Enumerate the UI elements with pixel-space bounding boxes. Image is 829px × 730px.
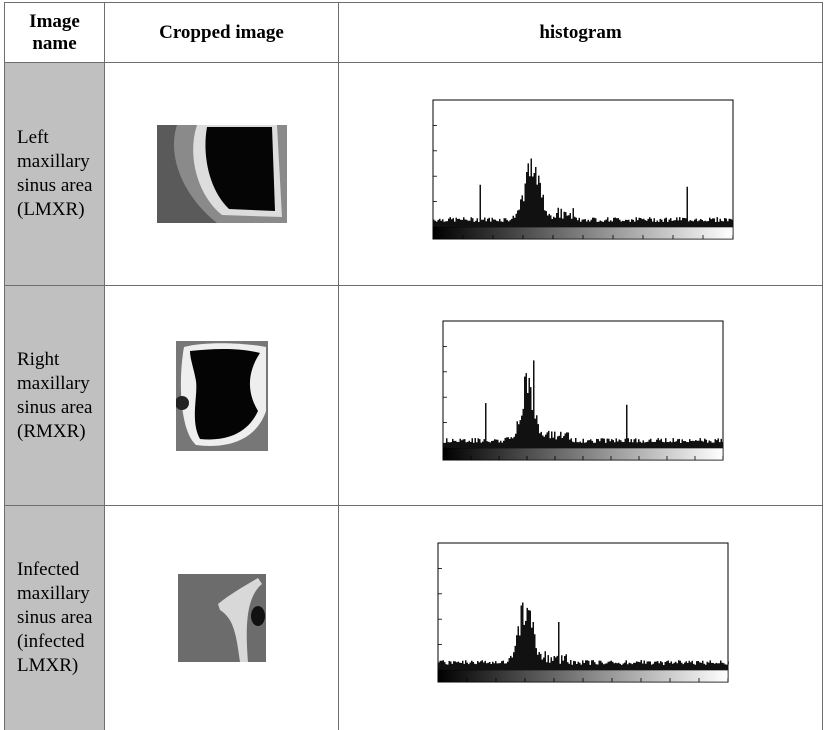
header-cell: Cropped image	[104, 2, 339, 63]
ct-bone	[217, 577, 262, 662]
histogram-image	[432, 99, 733, 239]
image-table: Image name Cropped image histogram Left …	[4, 2, 823, 730]
image-name: Left maxillary sinus area (LMXR)	[4, 62, 105, 286]
histogram-cell	[338, 505, 823, 730]
ct-tissue	[156, 125, 217, 223]
histogram-shape	[437, 602, 729, 671]
ct-air	[250, 605, 265, 626]
cropped-image	[156, 125, 287, 223]
histogram-image	[437, 542, 729, 683]
plot-frame	[442, 320, 723, 461]
histogram-image	[442, 320, 723, 461]
cropped-image-cell	[104, 505, 339, 730]
cropped-image	[175, 340, 268, 451]
ct-sinus	[204, 127, 275, 211]
image-name: Infected maxillary sinus area (infected …	[4, 505, 105, 730]
table-row: Left maxillary sinus area (LMXR)	[4, 62, 823, 286]
header-cell: histogram	[338, 2, 823, 63]
cropped-image-cell	[104, 285, 339, 506]
header-cell: Image name	[4, 2, 105, 63]
table-row: Right maxillary sinus area (RMXR)	[4, 285, 823, 506]
cropped-image-cell	[104, 62, 339, 286]
histogram-cell	[338, 285, 823, 506]
table-row: Infected maxillary sinus area (infected …	[4, 505, 823, 730]
image-name: Right maxillary sinus area (RMXR)	[4, 285, 105, 506]
ct-spot	[175, 395, 189, 410]
plot-frame	[437, 542, 728, 683]
ct-sinus	[189, 348, 260, 439]
cropped-image	[177, 573, 266, 662]
histogram-shape	[432, 158, 733, 227]
histogram-cell	[338, 62, 823, 286]
header-row: Image name Cropped image histogram	[4, 2, 823, 63]
